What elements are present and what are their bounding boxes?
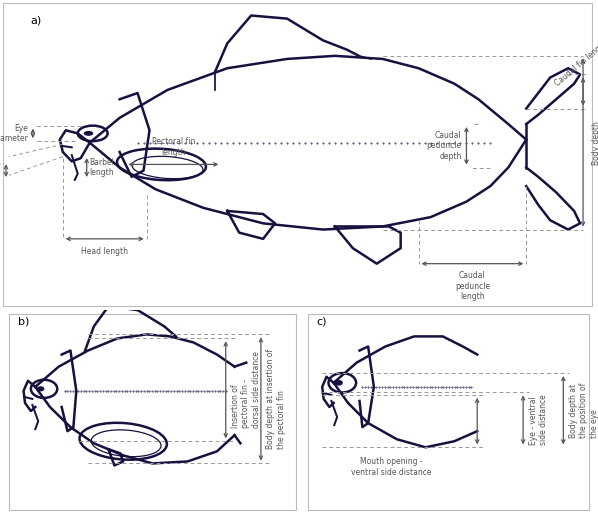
Text: Pectoral fin
length: Pectoral fin length: [152, 137, 195, 157]
Text: c): c): [316, 316, 327, 326]
Text: Caudal
peduncle
length: Caudal peduncle length: [455, 271, 490, 301]
Text: Caudal fin length: Caudal fin length: [553, 39, 598, 88]
Text: Eye
diameter: Eye diameter: [0, 124, 28, 143]
Text: Insertion of
pectoral fin -
dorsal side distance: Insertion of pectoral fin - dorsal side …: [231, 352, 261, 428]
Circle shape: [36, 386, 44, 391]
Text: a): a): [30, 16, 41, 25]
Text: Body depth: Body depth: [592, 121, 598, 164]
Text: b): b): [18, 316, 29, 326]
Circle shape: [84, 131, 93, 136]
Text: Eye - ventral
side distance: Eye - ventral side distance: [529, 394, 548, 445]
Circle shape: [335, 380, 343, 386]
Text: Head length: Head length: [81, 247, 128, 255]
Text: Barbel
length: Barbel length: [90, 158, 115, 177]
Text: Body depth at insertion of
the pectoral fin: Body depth at insertion of the pectoral …: [266, 349, 286, 449]
Text: Caudal
peduncle
depth: Caudal peduncle depth: [426, 131, 462, 161]
Text: Upper jaw
length: Upper jaw length: [0, 161, 1, 180]
Text: Body depth at
the position of
the eye: Body depth at the position of the eye: [569, 383, 598, 438]
Text: Mouth opening -
ventral side distance: Mouth opening - ventral side distance: [351, 458, 431, 477]
